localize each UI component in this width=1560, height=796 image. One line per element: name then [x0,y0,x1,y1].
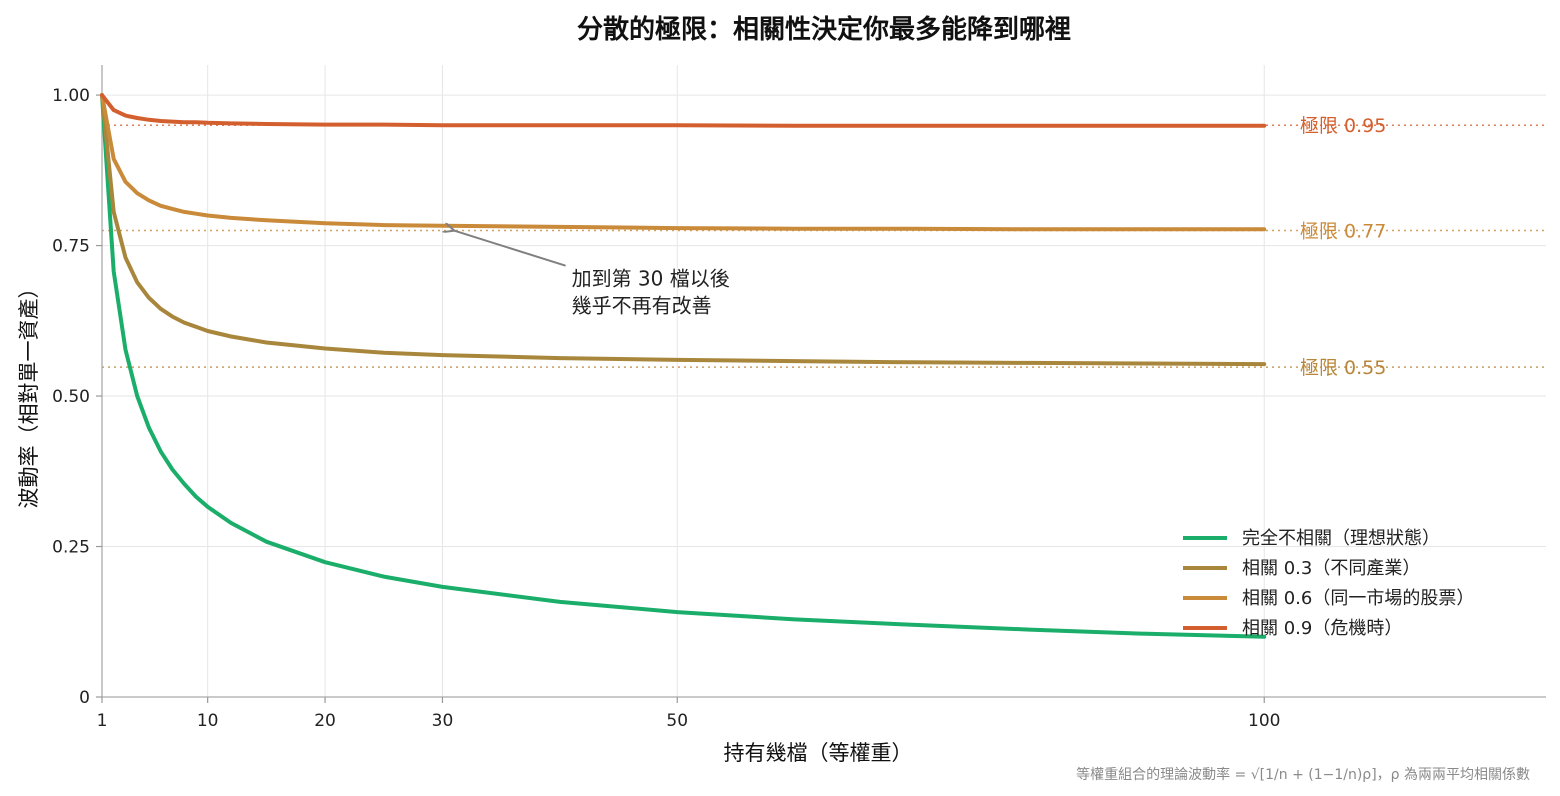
grid [102,65,1546,697]
x-tick-label: 1 [97,711,108,731]
series-line-3 [100,93,1267,128]
ticks: 1 10 20 30 50 100 0 0.25 0.50 0.75 1.00 [52,86,1280,731]
x-tick-label: 100 [1248,711,1280,731]
series-line-1 [100,93,1267,367]
series [100,93,1267,639]
legend-label: 相關 0.3（不同產業） [1242,558,1420,579]
x-tick-label: 50 [666,711,688,731]
y-tick-label: 0.50 [52,387,90,407]
annotation-text-line-1: 加到第 30 檔以後 [572,267,730,291]
annotation: 加到第 30 檔以後 幾乎不再有改善 [454,231,730,318]
series-line-2 [100,93,1267,232]
chart-title: 分散的極限：相關性決定你最多能降到哪裡 [577,14,1071,45]
axes [101,65,1546,698]
legend-label: 完全不相關（理想狀態） [1242,528,1440,549]
limit-label: 極限 0.77 [1300,221,1386,243]
legend-label: 相關 0.9（危機時） [1242,618,1402,639]
legend-label: 相關 0.6（同一市場的股票） [1242,588,1474,609]
x-tick-label: 30 [432,711,454,731]
y-tick-label: 0.75 [52,237,90,257]
y-tick-label: 0.25 [52,538,90,558]
x-tick-label: 10 [197,711,219,731]
y-tick-label: 1.00 [52,86,90,106]
limit-lines: 極限 0.95 極限 0.77 極限 0.55 [102,115,1546,379]
legend: 完全不相關（理想狀態） 相關 0.3（不同產業） 相關 0.6（同一市場的股票） 相關… [1183,528,1474,639]
x-tick-label: 20 [314,711,336,731]
y-axis-title: 波動率（相對單一資產） [17,278,41,509]
footnote: 等權重組合的理論波動率 = √[1/n + (1−1/n)ρ]，ρ 為兩兩平均相… [1076,766,1530,783]
annotation-text-line-2: 幾乎不再有改善 [572,294,712,318]
x-axis-title: 持有幾檔（等權重） [724,741,913,765]
limit-label: 極限 0.55 [1300,357,1386,379]
limit-label: 極限 0.95 [1300,115,1386,137]
series-line-0 [100,93,1267,639]
annotation-arrow [454,231,566,267]
y-tick-label: 0 [79,688,90,708]
